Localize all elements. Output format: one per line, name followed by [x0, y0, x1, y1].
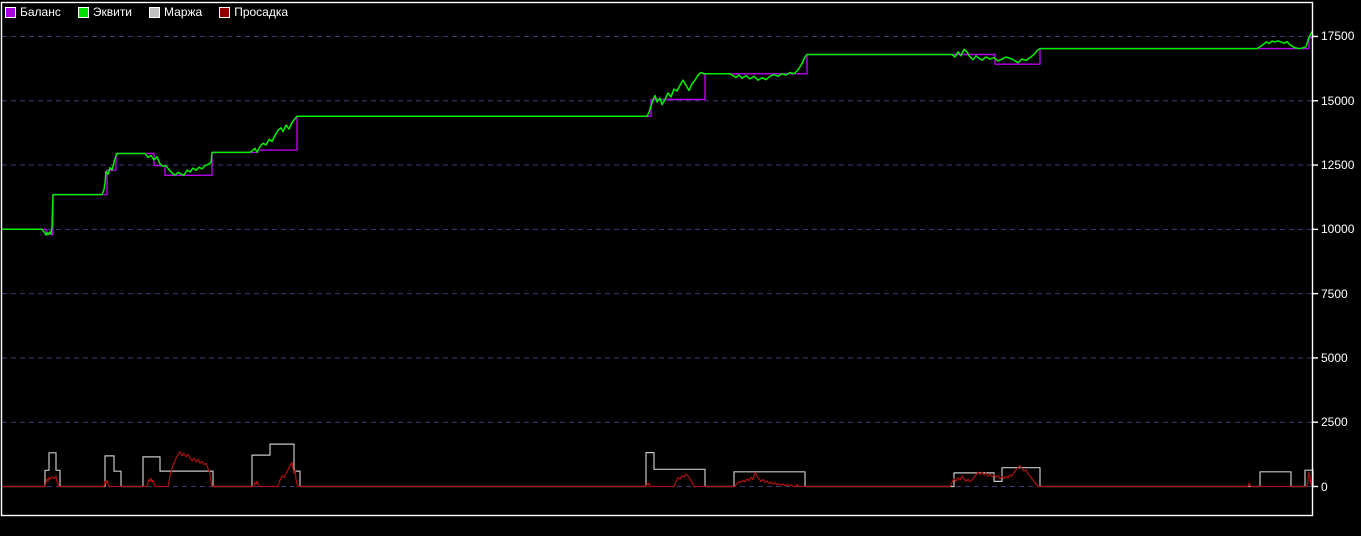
margin-swatch-icon [149, 7, 161, 18]
legend: Баланс Эквити Маржа Просадка [5, 6, 305, 19]
series-drawdown [2, 451, 1313, 488]
legend-item-balance: Баланс [5, 6, 61, 19]
series-balance [2, 37, 1313, 236]
legend-item-drawdown: Просадка [219, 6, 288, 19]
series-equity [2, 30, 1314, 236]
legend-item-margin: Маржа [149, 6, 202, 19]
legend-label-balance: Баланс [20, 5, 61, 19]
legend-item-equity: Эквити [77, 5, 133, 19]
legend-label-equity: Эквити [92, 5, 133, 19]
balance-swatch-icon [5, 7, 16, 18]
series-margin [2, 443, 1314, 488]
equity-swatch-icon [77, 7, 89, 18]
legend-label-margin: Маржа [164, 5, 203, 19]
chart-frame [0, 1, 1314, 517]
legend-label-drawdown: Просадка [234, 5, 289, 19]
drawdown-swatch-icon [219, 7, 231, 18]
